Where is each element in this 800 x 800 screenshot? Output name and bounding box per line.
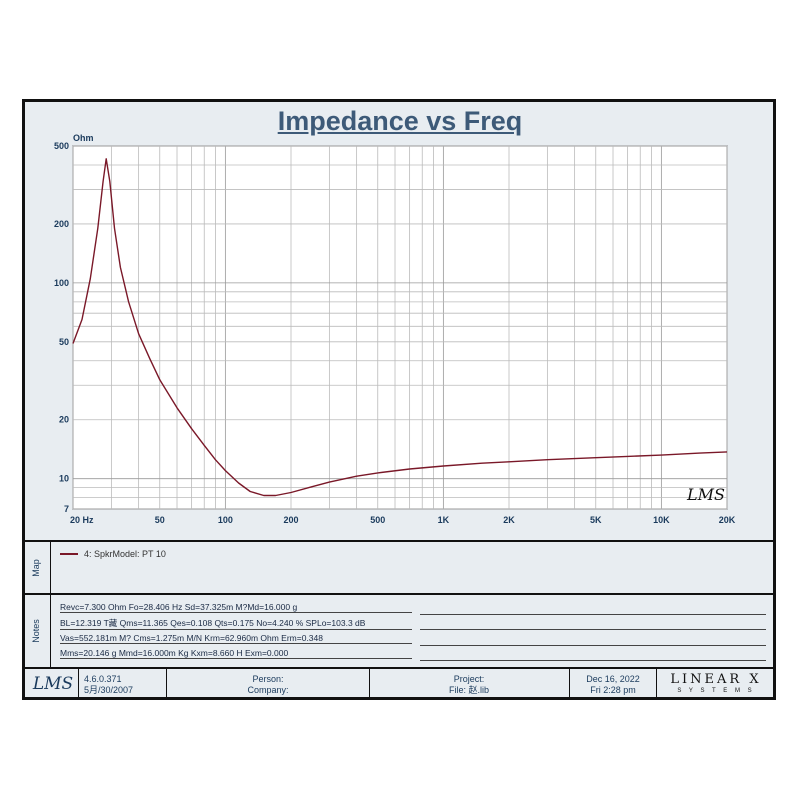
x-tick-label: 500 <box>370 515 385 525</box>
footer-project: Project: File: 赵.lib <box>371 674 567 696</box>
plot-area <box>72 145 728 510</box>
footer-lms-logo: LMS <box>32 674 74 694</box>
y-tick-label: 50 <box>59 337 69 347</box>
x-tick-label: 100 <box>218 515 233 525</box>
footer-brand-main: LINEAR X <box>670 672 762 687</box>
notes-divider <box>50 595 51 667</box>
footer-divider-2 <box>166 669 167 699</box>
notes-side-label: Notes <box>31 619 42 643</box>
chart-title: Impedance vs Freq <box>277 106 523 136</box>
impedance-curve <box>72 158 728 497</box>
impedance-chart: 20 Hz 50 100 200 500 1K 2K 5K 10K 20K 500 200 100 50 2… <box>54 133 736 525</box>
footer-file-label: File: 赵.lib <box>448 685 489 695</box>
footer-divider-5 <box>656 669 657 699</box>
footer-datetime: Dec 16, 2022 Fri 2:28 pm <box>571 674 655 696</box>
footer-brand: LINEAR X S Y S T E M S <box>658 672 774 696</box>
chart-grid <box>72 145 728 510</box>
footer-company-label: Company: <box>247 685 289 695</box>
map-legend: 4: SpkrModel: PT 10 <box>60 549 166 559</box>
footer-person: Person: Company: <box>168 674 368 696</box>
x-tick-label: 200 <box>283 515 298 525</box>
x-tick-label: 5K <box>590 515 602 525</box>
notes-band <box>25 593 773 667</box>
footer-band <box>25 667 773 700</box>
footer-divider-1 <box>78 669 79 699</box>
y-tick-label: 7 <box>64 504 69 514</box>
footer-brand-sub: S Y S T E M S <box>677 688 755 694</box>
legend-entry: 4: SpkrModel: PT 10 <box>84 549 166 559</box>
footer-version-date: 5月/30/2007 <box>84 685 134 695</box>
y-tick-label: 100 <box>54 278 69 288</box>
y-tick-label: 500 <box>54 141 69 151</box>
note-line-1-right <box>420 614 766 615</box>
footer-version-number: 4.6.0.371 <box>84 674 122 684</box>
note-line-2: BL=12.319 T藏 Qms=11.365 Qes=0.108 Qts=0.… <box>60 617 412 630</box>
note-line-1: Revc=7.300 Ohm Fo=28.406 Hz Sd=37.325m M… <box>60 602 412 613</box>
chart-axis-labels: 20 Hz 50 100 200 500 1K 2K 5K 10K 20K 500 200 100 50 2… <box>54 133 736 525</box>
y-axis-label: Ohm <box>73 133 94 143</box>
note-line-3: Vas=552.181m M? Cms=1.275m M/N Krm=62.96… <box>60 633 412 644</box>
footer-project-label: Project: <box>453 674 485 684</box>
note-line-4-right <box>420 660 766 661</box>
x-tick-label: 20 Hz <box>70 515 94 525</box>
x-tick-label: 2K <box>503 515 515 525</box>
footer-version: 4.6.0.371 5月/30/2007 <box>80 674 168 696</box>
y-tick-label: 20 <box>59 415 69 425</box>
x-tick-label: 20K <box>719 515 736 525</box>
note-line-3-right <box>420 645 766 646</box>
map-divider <box>50 542 51 593</box>
y-tick-label: 200 <box>54 219 69 229</box>
footer-person-label: Person: <box>252 674 284 684</box>
map-band <box>25 540 773 593</box>
footer-date: Dec 16, 2022 <box>586 674 640 684</box>
x-tick-label: 50 <box>155 515 165 525</box>
footer-time: Fri 2:28 pm <box>590 685 636 695</box>
lms-watermark: LMS <box>686 485 725 504</box>
chart-series <box>72 158 728 497</box>
x-tick-label: 10K <box>653 515 670 525</box>
footer-divider-4 <box>569 669 570 699</box>
footer-divider-3 <box>369 669 370 699</box>
y-tick-label: 10 <box>59 474 69 484</box>
note-line-2-right <box>420 629 766 630</box>
note-line-4: Mms=20.146 g Mmd=16.000m Kg Kxm=8.660 H … <box>60 648 412 659</box>
map-side-label: Map <box>30 558 41 577</box>
legend-swatch <box>60 553 78 555</box>
x-tick-label: 1K <box>438 515 450 525</box>
